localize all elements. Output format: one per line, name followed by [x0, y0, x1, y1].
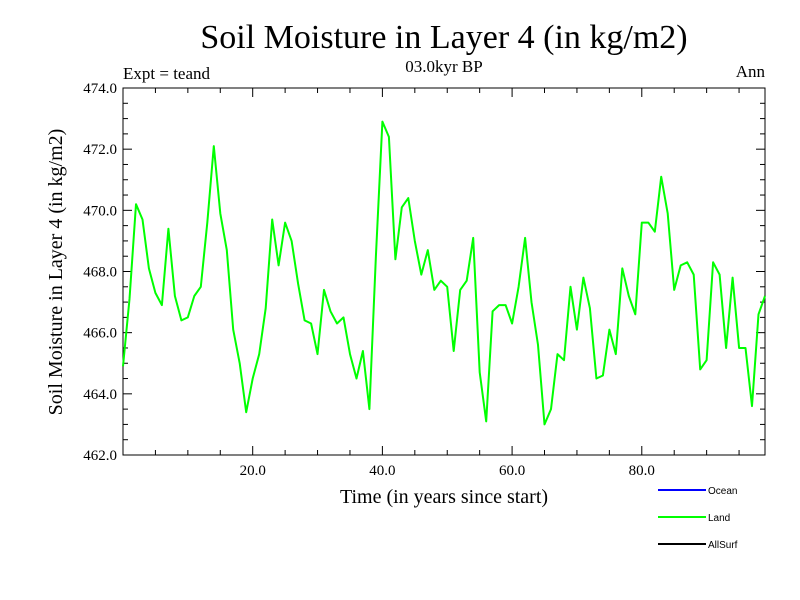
- chart-subtitle: 03.0kyr BP: [405, 57, 482, 76]
- legend-label-allsurf: AllSurf: [708, 540, 738, 551]
- plot-frame: [122, 87, 766, 456]
- chart-title: Soil Moisture in Layer 4 (in kg/m2): [200, 19, 687, 56]
- axis-ticks: [123, 88, 765, 455]
- y-tick-label: 466.0: [83, 326, 117, 342]
- legend-label-land: Land: [708, 513, 730, 524]
- y-tick-label: 468.0: [83, 265, 117, 281]
- legend-label-ocean: Ocean: [708, 486, 737, 497]
- x-tick-labels: 20.0 40.0 60.0 80.0: [240, 463, 655, 479]
- x-tick-label: 60.0: [499, 463, 525, 479]
- series-line-land: [122, 120, 766, 426]
- y-tick-label: 464.0: [83, 387, 117, 403]
- y-tick-label: 470.0: [83, 203, 117, 219]
- season-label: Ann: [736, 62, 766, 81]
- x-tick-label: 80.0: [629, 463, 655, 479]
- x-tick-label: 20.0: [240, 463, 266, 479]
- legend: Ocean Land AllSurf: [658, 486, 738, 551]
- y-axis-label: Soil Moisture in Layer 4 (in kg/m2): [45, 129, 67, 416]
- series-lines: [122, 120, 766, 426]
- y-tick-label: 472.0: [83, 142, 117, 158]
- x-tick-label: 40.0: [369, 463, 395, 479]
- y-tick-label: 474.0: [83, 81, 117, 97]
- experiment-label: Expt = teand: [123, 64, 211, 83]
- y-tick-labels: 462.0 464.0 466.0 468.0 470.0 472.0 474.0: [83, 81, 117, 464]
- x-axis-label: Time (in years since start): [340, 486, 548, 508]
- y-tick-label: 462.0: [83, 448, 117, 464]
